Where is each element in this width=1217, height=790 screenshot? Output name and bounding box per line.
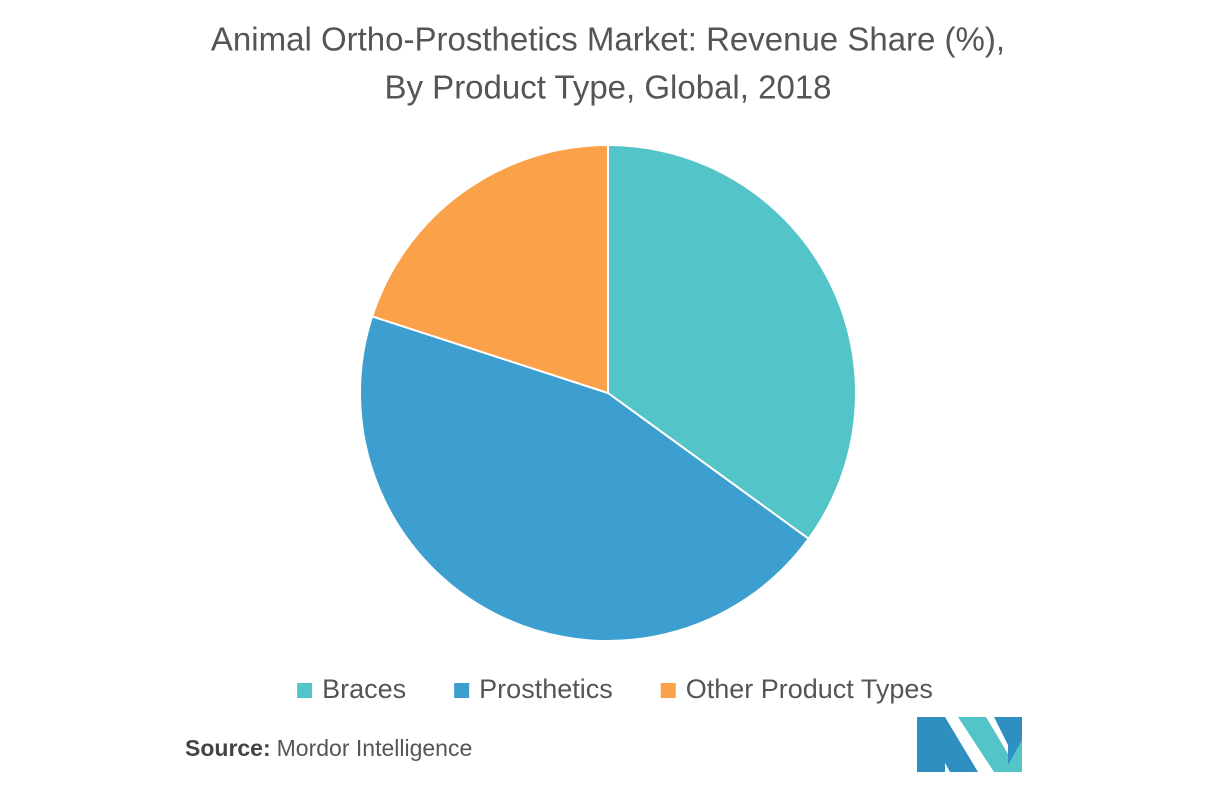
legend-swatch — [660, 683, 676, 698]
legend-label: Braces — [322, 674, 406, 704]
chart-title: By Product Type, Global, 2018 — [385, 69, 832, 106]
legend-swatch — [454, 683, 470, 698]
legend-swatch — [297, 683, 313, 698]
pie-slice — [359, 315, 811, 642]
legend: Braces Prosthetics Other Product Types — [297, 674, 933, 704]
pie — [359, 143, 857, 642]
source-name: Mordor Intelligence — [277, 735, 473, 761]
source: Source: Mordor Intelligence — [185, 735, 472, 761]
source-label: Source: — [185, 735, 271, 761]
chart-title: Animal Ortho-Prosthetics Market: Revenue… — [211, 21, 1005, 58]
legend-label: Other Product Types — [686, 674, 933, 704]
pie-slice — [607, 143, 857, 541]
pie-slice — [370, 143, 609, 395]
legend-label: Prosthetics — [479, 674, 613, 704]
logo — [917, 717, 1022, 772]
